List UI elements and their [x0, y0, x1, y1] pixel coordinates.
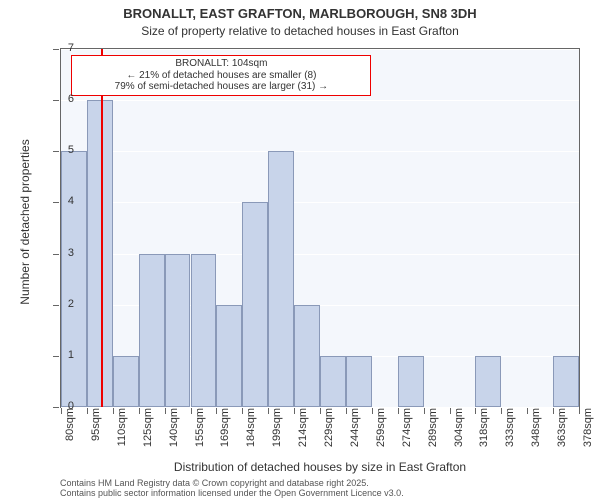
histogram-bar	[87, 100, 113, 407]
x-tick-label: 110sqm	[116, 408, 128, 452]
histogram-bar	[475, 356, 501, 407]
x-tick	[320, 408, 321, 414]
x-tick	[553, 408, 554, 414]
x-tick-label: 214sqm	[297, 408, 309, 452]
gridline-h	[61, 100, 579, 101]
gridline-h	[61, 202, 579, 203]
histogram-bar	[61, 151, 87, 407]
x-tick-label: 125sqm	[142, 408, 154, 452]
annotation-title: BRONALLT: 104sqm	[76, 58, 366, 70]
footer-attribution: Contains HM Land Registry data © Crown c…	[60, 478, 580, 498]
x-tick	[475, 408, 476, 414]
histogram-bar	[191, 254, 217, 407]
x-tick-label: 95sqm	[90, 408, 102, 452]
x-tick	[450, 408, 451, 414]
x-tick-label: 199sqm	[271, 408, 283, 452]
annotation-box: BRONALLT: 104sqm← 21% of detached houses…	[71, 55, 371, 96]
histogram-bar	[320, 356, 346, 407]
x-tick	[424, 408, 425, 414]
x-tick	[268, 408, 269, 414]
x-tick-label: 244sqm	[349, 408, 361, 452]
x-tick-label: 169sqm	[219, 408, 231, 452]
histogram-bar	[294, 305, 320, 407]
x-tick	[372, 408, 373, 414]
x-tick	[242, 408, 243, 414]
x-tick	[398, 408, 399, 414]
x-tick-label: 318sqm	[478, 408, 490, 452]
x-tick	[165, 408, 166, 414]
y-tick-label: 1	[44, 349, 74, 361]
x-tick	[294, 408, 295, 414]
x-tick	[216, 408, 217, 414]
y-tick-label: 3	[44, 247, 74, 259]
x-tick-label: 378sqm	[582, 408, 594, 452]
y-tick-label: 5	[44, 144, 74, 156]
footer-line-1: Contains HM Land Registry data © Crown c…	[60, 478, 580, 488]
histogram-bar	[398, 356, 424, 407]
x-tick	[191, 408, 192, 414]
chart-container: BRONALLT, EAST GRAFTON, MARLBOROUGH, SN8…	[0, 0, 600, 500]
x-tick-label: 184sqm	[245, 408, 257, 452]
x-tick-label: 229sqm	[323, 408, 335, 452]
histogram-bar	[216, 305, 242, 407]
x-axis-label: Distribution of detached houses by size …	[60, 460, 580, 474]
y-tick-label: 6	[44, 93, 74, 105]
histogram-bar	[139, 254, 165, 407]
property-marker-line	[101, 49, 103, 407]
x-tick-label: 140sqm	[168, 408, 180, 452]
x-tick	[113, 408, 114, 414]
x-tick	[527, 408, 528, 414]
plot-area: BRONALLT: 104sqm← 21% of detached houses…	[60, 48, 580, 408]
chart-subtitle: Size of property relative to detached ho…	[0, 24, 600, 38]
histogram-bar	[268, 151, 294, 407]
histogram-bar	[553, 356, 579, 407]
x-tick-label: 155sqm	[194, 408, 206, 452]
footer-line-2: Contains public sector information licen…	[60, 488, 580, 498]
y-tick-label: 7	[44, 42, 74, 54]
y-tick-label: 2	[44, 298, 74, 310]
annotation-line-1: ← 21% of detached houses are smaller (8)	[76, 70, 366, 82]
chart-title: BRONALLT, EAST GRAFTON, MARLBOROUGH, SN8…	[0, 6, 600, 21]
x-tick-label: 348sqm	[530, 408, 542, 452]
y-axis-label: Number of detached properties	[18, 122, 32, 322]
x-tick	[346, 408, 347, 414]
x-tick	[87, 408, 88, 414]
histogram-bar	[346, 356, 372, 407]
x-tick-label: 274sqm	[401, 408, 413, 452]
histogram-bar	[165, 254, 191, 407]
gridline-h	[61, 49, 579, 50]
y-tick-label: 4	[44, 195, 74, 207]
x-tick-label: 363sqm	[556, 408, 568, 452]
histogram-bar	[113, 356, 139, 407]
x-tick-label: 333sqm	[504, 408, 516, 452]
x-tick-label: 259sqm	[375, 408, 387, 452]
x-tick	[501, 408, 502, 414]
x-tick-label: 80sqm	[64, 408, 76, 452]
x-tick	[579, 408, 580, 414]
x-tick-label: 289sqm	[427, 408, 439, 452]
x-tick	[139, 408, 140, 414]
annotation-line-2: 79% of semi-detached houses are larger (…	[76, 81, 366, 93]
x-tick-label: 304sqm	[453, 408, 465, 452]
gridline-h	[61, 151, 579, 152]
histogram-bar	[242, 202, 268, 407]
